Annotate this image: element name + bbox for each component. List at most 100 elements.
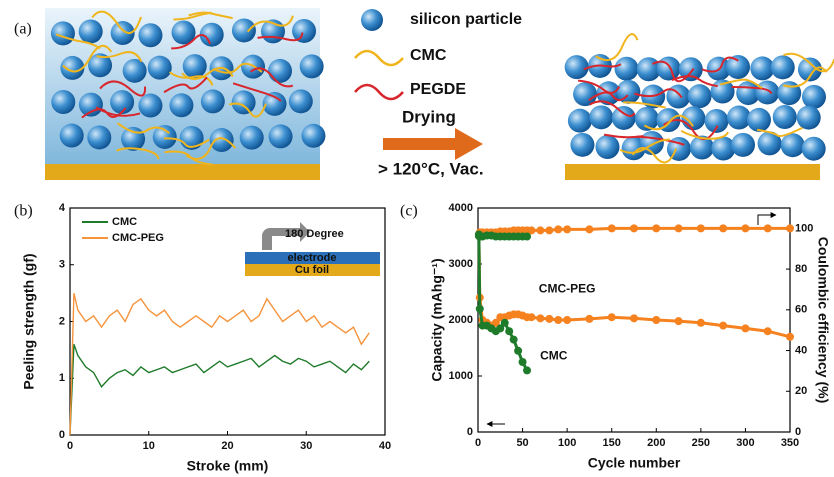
data-point — [523, 366, 531, 374]
data-point — [630, 224, 638, 232]
y2-tick-label: 20 — [795, 385, 807, 397]
data-line — [70, 293, 369, 435]
y-tick-label: 2 — [59, 315, 65, 327]
particle — [797, 106, 821, 130]
data-point — [536, 314, 544, 322]
y-tick-label: 3000 — [449, 258, 473, 270]
y2-tick-label: 40 — [795, 344, 807, 356]
data-point — [501, 319, 509, 327]
y-axis-label: Peeling strength (gf) — [21, 253, 37, 389]
particle — [589, 105, 613, 129]
particle — [121, 127, 145, 151]
data-point — [652, 316, 660, 324]
data-point — [786, 333, 794, 341]
legend-text: CMC-PEG — [112, 232, 164, 244]
particle — [731, 133, 755, 157]
y-tick-label: 0 — [467, 426, 473, 438]
y-tick-label: 4 — [59, 202, 66, 214]
series-label: CMC — [540, 349, 568, 363]
data-point — [608, 313, 616, 321]
panel-label: (c) — [400, 203, 418, 220]
particle — [51, 90, 75, 114]
data-point — [764, 327, 772, 335]
x-tick-label: 350 — [781, 437, 799, 449]
x-tick-label: 0 — [67, 440, 73, 452]
particle — [79, 93, 103, 117]
legend-pegde — [355, 85, 403, 99]
panel-label: (b) — [14, 203, 33, 220]
particle — [269, 124, 293, 148]
x-tick-label: 300 — [736, 437, 754, 449]
x-tick-label: 150 — [603, 437, 621, 449]
data-point — [505, 327, 513, 335]
figure: (a) (b) (c) silicon particle CMC PEGDE D… — [0, 0, 834, 477]
data-point — [764, 224, 772, 232]
particle — [240, 126, 264, 150]
data-point — [675, 224, 683, 232]
x-tick-label: 100 — [558, 437, 576, 449]
particle — [773, 105, 797, 129]
particle — [657, 57, 681, 81]
particle — [110, 90, 134, 114]
data-point — [741, 224, 749, 232]
x-tick-label: 0 — [475, 437, 481, 449]
legend-cmc — [355, 51, 403, 65]
y-axis-label: Capacity (mAhg⁻¹) — [429, 258, 445, 381]
inset-label: 180 Degree — [285, 228, 344, 240]
x-axis-label: Stroke (mm) — [187, 458, 269, 474]
particle — [138, 23, 162, 47]
y2-tick-label: 0 — [795, 426, 801, 438]
x-tick-label: 20 — [221, 440, 233, 452]
data-point — [675, 317, 683, 325]
panel-label: (a) — [14, 21, 32, 38]
y-tick-label: 2000 — [449, 314, 473, 326]
particle — [79, 19, 103, 43]
particle — [138, 94, 162, 118]
data-point — [519, 358, 527, 366]
y-tick-label: 4000 — [449, 202, 473, 214]
particle — [210, 128, 234, 152]
particle — [289, 89, 313, 113]
particle — [565, 55, 589, 79]
particle — [123, 59, 147, 83]
x-tick-label: 250 — [692, 437, 710, 449]
plots: 01020304001234Stroke (mm)Peeling strengt… — [21, 202, 832, 474]
inset-label: Cu foil — [295, 264, 329, 276]
y2-axis-label: Coulombic efficiency (%) — [815, 237, 831, 403]
y2-tick-label: 100 — [795, 222, 813, 234]
particle — [232, 90, 256, 114]
data-point — [741, 324, 749, 332]
particle — [666, 85, 690, 109]
particle — [802, 85, 826, 109]
particle — [612, 106, 636, 130]
particle — [60, 56, 84, 80]
schematic: silicon particle CMC PEGDE Drying > 120°… — [45, 8, 834, 180]
legend-text: CMC — [112, 216, 137, 228]
x-tick-label: 30 — [300, 440, 312, 452]
particle — [51, 21, 75, 45]
x-tick-label: 50 — [516, 437, 528, 449]
particle — [300, 54, 324, 78]
data-point — [697, 319, 705, 327]
particle — [232, 18, 256, 42]
data-point — [476, 305, 484, 313]
data-point — [786, 224, 794, 232]
inset-label: electrode — [288, 252, 337, 264]
particle — [688, 84, 712, 108]
y-tick-label: 0 — [59, 429, 65, 441]
data-point — [545, 226, 553, 234]
data-point — [719, 322, 727, 330]
y2-tick-label: 80 — [795, 263, 807, 275]
y-tick-label: 3 — [59, 259, 65, 271]
particle — [60, 124, 84, 148]
particle — [747, 108, 771, 132]
particle — [777, 81, 801, 105]
arrow-label: Drying — [402, 107, 456, 126]
cu-foil — [45, 164, 320, 180]
particle — [568, 109, 592, 133]
data-line — [70, 344, 369, 435]
legend-particle — [361, 9, 383, 31]
data-point — [554, 316, 562, 324]
particle — [148, 56, 172, 80]
condition: > 120°C, Vac. — [378, 159, 484, 178]
